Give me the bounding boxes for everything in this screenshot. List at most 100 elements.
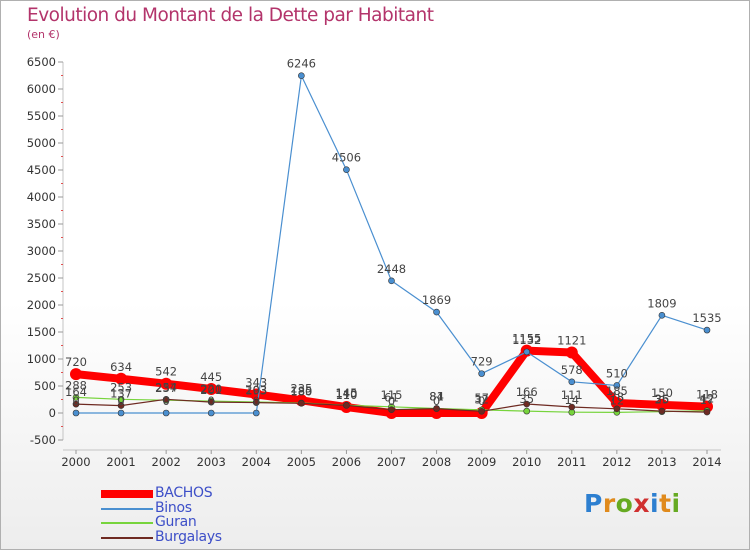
data-label-burgalays: 61 xyxy=(384,391,399,405)
data-point-binos xyxy=(252,409,260,417)
data-label-burgalays: 78 xyxy=(610,390,625,404)
axes: -500050010001500200025003000350040004500… xyxy=(27,55,722,469)
data-label-bachos: 185 xyxy=(606,384,628,398)
data-point-bachos xyxy=(655,398,668,411)
legend-swatch-guran xyxy=(101,522,153,524)
data-point-bachos xyxy=(70,368,82,381)
data-point-bachos xyxy=(160,377,173,390)
data-label-bachos: 0 xyxy=(478,394,485,408)
y-tick-label: 4500 xyxy=(27,163,56,177)
chart-title: Evolution du Montant de la Dette par Hab… xyxy=(27,5,434,26)
data-point-bachos xyxy=(115,372,128,385)
x-tick-label: 2009 xyxy=(467,455,496,469)
data-label-bachos: 445 xyxy=(200,370,222,384)
y-tick-label: 1000 xyxy=(27,352,56,366)
data-point-bachos xyxy=(565,346,578,359)
data-label-guran: 14 xyxy=(564,393,579,407)
data-label-bachos: 0 xyxy=(388,394,395,408)
legend-swatch-binos xyxy=(101,507,153,510)
data-label-burgalays: 111 xyxy=(561,388,583,402)
legend-swatch-bachos xyxy=(101,490,153,498)
x-tick-label: 2012 xyxy=(602,455,631,469)
y-tick-label: 6500 xyxy=(27,55,56,69)
data-point-burgalays xyxy=(568,403,576,411)
data-label-guran: 35 xyxy=(519,392,534,406)
logo-letter: x xyxy=(633,489,650,518)
data-point-binos xyxy=(117,409,125,417)
y-tick-label: 3500 xyxy=(27,217,56,231)
data-label-binos: 0 xyxy=(253,394,260,408)
data-point-burgalays xyxy=(388,406,395,414)
data-label-guran: 253 xyxy=(110,380,132,394)
chart-subtitle: (en €) xyxy=(27,28,60,41)
data-label-guran: 288 xyxy=(65,378,87,392)
data-label-bachos: 634 xyxy=(110,360,132,374)
legend-label-bachos: BACHOS xyxy=(155,485,213,501)
series-line-binos xyxy=(75,75,708,414)
data-point-binos xyxy=(613,382,621,389)
x-tick-label: 2010 xyxy=(512,455,541,469)
data-point-burgalays xyxy=(162,395,170,403)
data-point-binos xyxy=(343,166,350,173)
data-label-binos: 1809 xyxy=(647,296,676,310)
data-point-binos xyxy=(523,348,531,356)
data-point-burgalays xyxy=(523,400,531,408)
x-tick-label: 2003 xyxy=(197,455,226,469)
data-label-bachos: 343 xyxy=(245,375,267,389)
data-label-guran: 25 xyxy=(655,393,670,407)
legend-label-binos: Binos xyxy=(155,499,192,516)
data-label-binos: 1869 xyxy=(422,293,451,307)
data-label-bachos: 118 xyxy=(696,388,718,402)
data-label-burgalays: 166 xyxy=(516,385,538,399)
data-point-guran xyxy=(523,407,531,415)
data-label-burgalays: 81 xyxy=(429,390,444,404)
y-tick-label: 5500 xyxy=(27,109,56,123)
data-point-bachos xyxy=(205,382,218,395)
y-tick-label: 3000 xyxy=(27,244,56,258)
data-point-burgalays xyxy=(298,399,305,407)
data-label-guran: 145 xyxy=(335,386,357,400)
data-label-binos: 6246 xyxy=(287,57,316,71)
data-point-burgalays xyxy=(252,399,260,406)
data-label-burgalays: 32 xyxy=(474,392,489,406)
data-label-bachos: 1121 xyxy=(557,333,586,347)
data-label-bachos: 150 xyxy=(651,386,673,400)
logo-letter: t xyxy=(659,489,672,518)
data-point-binos xyxy=(568,378,576,386)
x-tick-label: 2014 xyxy=(692,455,721,469)
data-point-binos xyxy=(72,409,80,417)
x-tick-label: 2004 xyxy=(242,455,271,469)
y-tick-label: 4000 xyxy=(27,190,56,204)
data-label-burgalays: 193 xyxy=(245,384,267,398)
x-tick-label: 2001 xyxy=(106,455,135,469)
data-label-binos: 2448 xyxy=(377,262,406,276)
data-label-binos: 0 xyxy=(162,394,169,408)
data-label-burgalays: 140 xyxy=(335,386,357,400)
logo-letter: i xyxy=(650,489,660,518)
y-tick-label: 2000 xyxy=(27,298,56,312)
x-tick-label: 2005 xyxy=(287,455,316,469)
y-tick-label: -500 xyxy=(30,433,56,447)
data-label-guran: 115 xyxy=(381,388,403,402)
data-label-burgalays: 180 xyxy=(290,384,312,398)
series-lines xyxy=(70,72,713,419)
data-point-burgalays xyxy=(613,405,621,413)
data-label-binos: 578 xyxy=(561,363,583,377)
x-tick-label: 2006 xyxy=(332,455,361,469)
data-label-guran: 203 xyxy=(245,383,267,397)
x-tick-label: 2013 xyxy=(647,455,676,469)
data-point-binos xyxy=(388,277,395,285)
data-point-burgalays xyxy=(72,400,80,408)
legend-swatch-burgalays xyxy=(101,536,153,539)
data-point-binos xyxy=(478,370,485,377)
data-labels: 720 634 542 445 343 235 110 0 0 0 1155 1121 185 150 11… xyxy=(65,57,722,408)
logo-letter: i xyxy=(671,489,681,518)
x-tick-label: 2007 xyxy=(377,455,406,469)
data-point-burgalays xyxy=(478,407,485,415)
data-label-bachos: 1155 xyxy=(512,332,541,346)
data-label-bachos: 542 xyxy=(155,365,177,379)
y-tick-label: 1500 xyxy=(27,325,56,339)
x-tick-label: 2000 xyxy=(61,455,90,469)
